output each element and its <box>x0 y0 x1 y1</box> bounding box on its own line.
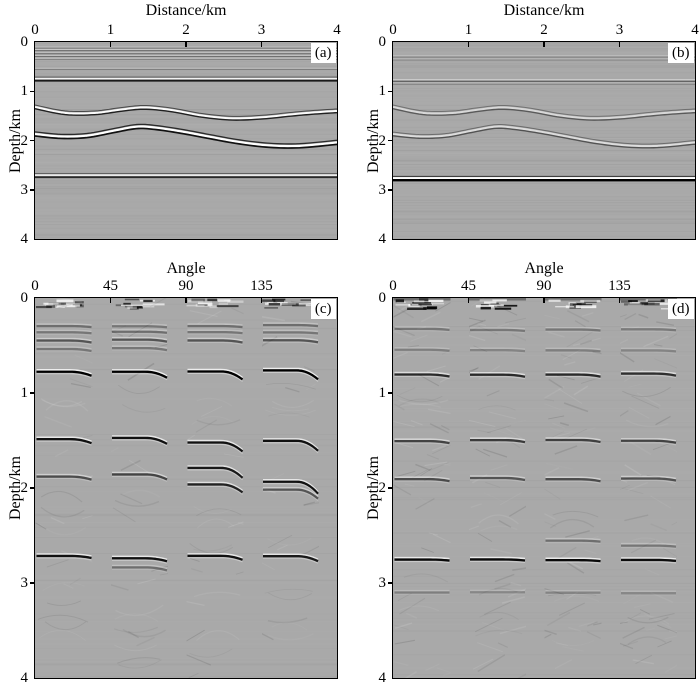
panel-b-y-tick-label: 4 <box>378 231 387 247</box>
panel-a-x-tick-label: 3 <box>257 22 266 38</box>
panel-b-frame: (b) <box>391 40 696 240</box>
panel-b-migration-image <box>392 41 695 239</box>
y-tick-mark <box>29 582 35 584</box>
panel-a-y-tick-label: 4 <box>20 231 29 247</box>
panel-d-y-tick-label: 1 <box>378 385 387 401</box>
panel-d-x-tick-label: 45 <box>461 278 476 294</box>
panel-d-label: (d) <box>668 298 694 319</box>
x-tick-mark <box>260 42 263 47</box>
panel-b-label: (b) <box>668 42 694 63</box>
y-tick-mark <box>29 487 35 489</box>
panel-c-x-tick-label: 0 <box>31 278 39 294</box>
panel-b-x-tick-label: 2 <box>540 22 548 38</box>
panel-a-frame: (a) <box>33 40 338 240</box>
y-tick-mark <box>387 189 393 191</box>
panel-b-y-tick-label: 1 <box>378 83 387 100</box>
panel-a-y-tick-label: 0 <box>20 34 29 50</box>
panel-a-label: (a) <box>310 42 336 63</box>
x-tick-mark <box>618 42 621 47</box>
y-tick-mark <box>387 582 393 584</box>
panel-b-y-tick-label: 3 <box>378 181 387 198</box>
panel-c-y-tick-label: 1 <box>20 385 29 401</box>
x-tick-mark <box>543 298 545 303</box>
x-tick-mark <box>109 298 112 303</box>
x-tick-mark <box>185 298 187 303</box>
panel-d-x-axis-title: Angle <box>524 260 564 277</box>
panel-a-y-tick-label: 2 <box>20 132 29 149</box>
panel-c-y-tick-label: 0 <box>20 290 29 306</box>
panel-b-x-tick-label: 3 <box>615 22 624 38</box>
panel-d-y-tick-label: 2 <box>378 480 387 496</box>
panel-b-y-tick-label: 0 <box>378 34 387 50</box>
panel-c-y-tick-label: 2 <box>20 480 29 496</box>
panel-c-x-tick-label: 45 <box>103 278 118 294</box>
panel-a-x-axis-title: Distance/km <box>145 2 227 19</box>
panel-d-y-tick-label: 0 <box>378 290 387 306</box>
x-tick-mark <box>543 42 545 47</box>
x-tick-mark <box>185 42 187 47</box>
panel-c-frame: (c) <box>33 296 338 679</box>
y-tick-mark <box>29 90 35 92</box>
panel-d-y-tick-label: 3 <box>378 575 387 591</box>
panel-a-y-tick-label: 1 <box>20 83 29 100</box>
panel-c-y-tick-label: 3 <box>20 575 29 591</box>
panel-b-x-tick-label: 0 <box>389 22 397 38</box>
panel-d-x-tick-label: 135 <box>608 278 631 294</box>
y-tick-mark <box>29 392 35 394</box>
x-tick-mark <box>109 42 112 47</box>
panel-d-y-tick-label: 4 <box>378 670 387 686</box>
panel-d-frame: (d) <box>391 296 696 679</box>
panel-a-y-tick-label: 3 <box>20 181 29 198</box>
y-tick-mark <box>387 487 393 489</box>
panel-c-y-tick-label: 4 <box>20 670 29 686</box>
panel-a-x-tick-label: 2 <box>182 22 190 38</box>
panel-b-x-tick-label: 1 <box>464 22 473 38</box>
panel-c-x-axis-title: Angle <box>166 260 206 277</box>
panel-b-x-axis-title: Distance/km <box>503 2 585 19</box>
x-tick-mark <box>618 298 621 303</box>
panel-b-x-tick-label: 4 <box>691 22 699 38</box>
panel-b-y-tick-label: 2 <box>378 132 387 149</box>
panel-c-label: (c) <box>310 298 336 319</box>
y-tick-mark <box>387 392 393 394</box>
panel-a-x-tick-label: 4 <box>333 22 341 38</box>
y-tick-mark <box>387 139 393 142</box>
panel-c-x-tick-label: 135 <box>250 278 273 294</box>
panel-d-x-tick-label: 0 <box>389 278 397 294</box>
x-tick-mark <box>467 42 470 47</box>
panel-c-angle-gathers <box>34 297 337 678</box>
y-tick-mark <box>29 189 35 191</box>
panel-a-x-tick-label: 1 <box>106 22 115 38</box>
y-tick-mark <box>29 139 35 142</box>
x-tick-mark <box>260 298 263 303</box>
panel-d-angle-gathers <box>392 297 695 678</box>
panel-d-x-tick-label: 90 <box>536 278 552 294</box>
panel-a-x-tick-label: 0 <box>31 22 39 38</box>
y-tick-mark <box>387 90 393 92</box>
panel-a-migration-image <box>34 41 337 239</box>
panel-c-x-tick-label: 90 <box>178 278 194 294</box>
x-tick-mark <box>467 298 470 303</box>
